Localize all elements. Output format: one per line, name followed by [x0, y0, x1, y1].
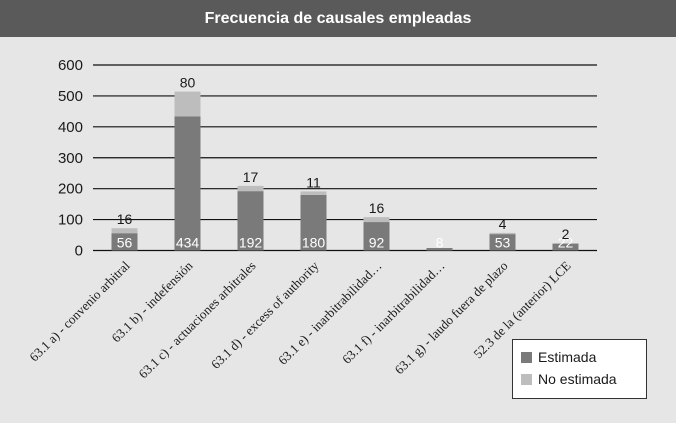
x-tick-label-2: 63.1 c) - actuaciones arbitrales	[135, 258, 258, 381]
data-label-estimada-6: 53	[495, 235, 511, 251]
legend-label-no-estimada: No estimada	[538, 371, 617, 387]
bar-no-estimada-3	[300, 191, 327, 195]
bar-no-estimada-1	[174, 91, 201, 117]
data-label-estimada-3: 180	[302, 235, 326, 251]
x-tick-label-3: 63.1 d) - excess of authority	[208, 258, 322, 372]
y-tick-label-200: 200	[58, 181, 83, 198]
data-label-estimada-0: 56	[117, 235, 133, 251]
y-tick-label-600: 600	[58, 57, 83, 74]
bar-estimada-7	[552, 243, 579, 251]
legend: Estimada No estimada	[512, 339, 647, 399]
x-tick-label-5: 63.1 f) - inarbitrabilidad…	[339, 258, 448, 367]
data-label-no-estimada-1: 80	[180, 75, 196, 91]
bar-estimada-4	[363, 222, 390, 251]
chart-title: Frecuencia de causales empleadas	[0, 0, 676, 37]
data-label-no-estimada-3: 11	[306, 174, 321, 190]
bar-estimada-2	[237, 191, 264, 251]
data-label-estimada-2: 192	[239, 235, 263, 251]
data-label-estimada-5: 8	[436, 235, 444, 251]
data-label-estimada-4: 92	[369, 235, 385, 251]
data-label-no-estimada-0: 16	[117, 211, 133, 227]
data-label-estimada-1: 434	[176, 235, 200, 251]
bar-no-estimada-0	[111, 228, 138, 234]
x-tick-label-6: 63.1 g) - laudo fuera de plazo	[392, 258, 511, 377]
y-tick-label-100: 100	[58, 212, 83, 229]
bar-estimada-1	[174, 116, 201, 251]
bar-no-estimada-6	[489, 232, 516, 235]
y-tick-label-300: 300	[58, 150, 83, 167]
bar-estimada-3	[300, 194, 327, 251]
legend-swatch-no-estimada	[521, 373, 532, 385]
bar-no-estimada-4	[363, 217, 390, 223]
y-tick-label-500: 500	[58, 88, 83, 105]
bar-estimada-5	[426, 248, 453, 251]
legend-swatch-estimada	[521, 351, 532, 363]
bar-estimada-0	[111, 233, 138, 251]
legend-label-estimada: Estimada	[538, 349, 597, 365]
data-label-no-estimada-2: 17	[243, 169, 259, 185]
bar-no-estimada-2	[237, 185, 264, 192]
bar-no-estimada-7	[552, 243, 579, 244]
bar-estimada-6	[489, 234, 516, 251]
data-label-estimada-7: 22	[558, 235, 574, 251]
x-tick-label-0: 63.1 a) - convenio arbitral	[26, 258, 133, 365]
x-tick-label-4: 63.1 e) - inarbitrabilidad…	[275, 258, 385, 368]
y-tick-label-0: 0	[75, 243, 83, 260]
legend-item-no-estimada: No estimada	[521, 368, 638, 390]
data-label-no-estimada-4: 16	[369, 200, 385, 216]
data-label-no-estimada-7: 2	[562, 226, 570, 242]
y-tick-label-400: 400	[58, 119, 83, 136]
legend-item-estimada: Estimada	[521, 346, 638, 368]
data-label-no-estimada-6: 4	[499, 216, 507, 232]
